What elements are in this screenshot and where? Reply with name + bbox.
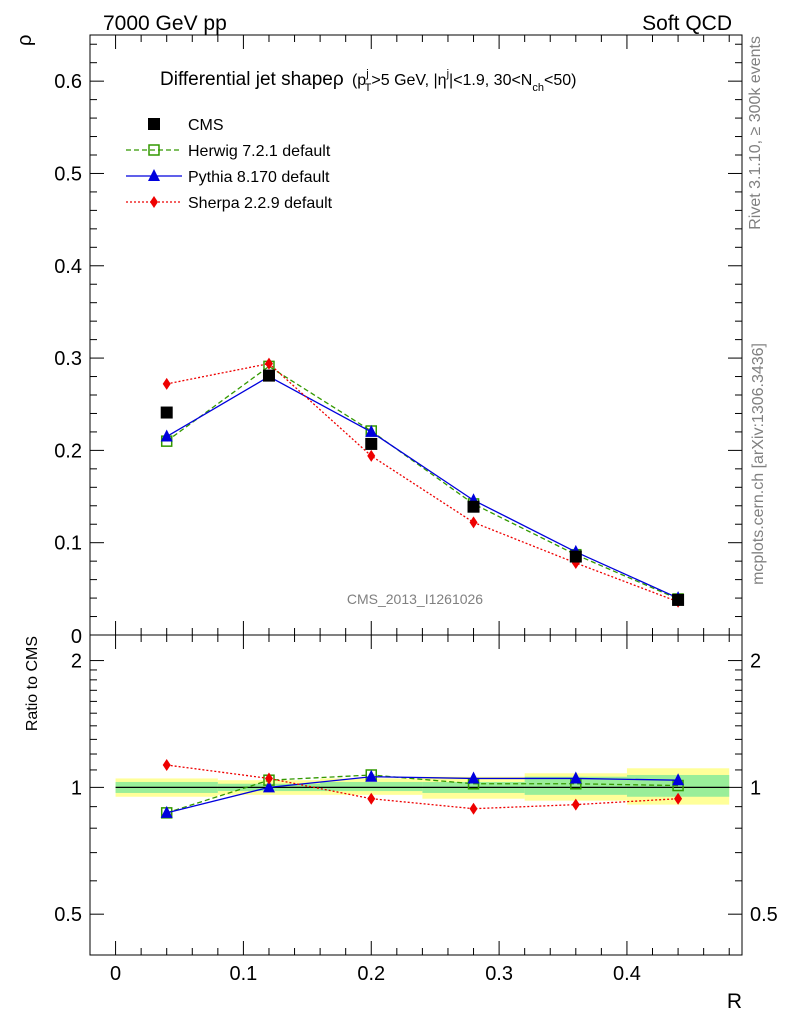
sherpa-point <box>469 516 478 529</box>
ratio-y-tick-label: 0.5 <box>54 904 82 926</box>
x-tick-label: 0.2 <box>357 963 385 985</box>
pythia-point <box>262 780 275 793</box>
y-tick-label: 0.3 <box>54 348 82 370</box>
ratio-y-tick-label-right: 0.5 <box>750 904 778 926</box>
pythia-line <box>166 375 679 599</box>
ratio-y-tick-label: 1 <box>71 777 82 799</box>
title-pt-prefix: (p <box>352 72 366 89</box>
x-tick-label: 0.4 <box>613 963 641 985</box>
pythia-point <box>569 771 582 784</box>
legend-herwig-label: Herwig 7.2.1 default <box>188 143 331 160</box>
cms-point <box>365 437 378 450</box>
legend-sherpa-label: Sherpa 2.2.9 default <box>188 195 333 212</box>
pythia-line <box>166 776 679 814</box>
ratio-panel: 0.5 0.5 1 1 2 2 0 0.1 0.2 0.3 0.4 Ratio to CMS R <box>24 634 778 1013</box>
sherpa-point <box>469 802 478 815</box>
cms-point <box>672 593 685 606</box>
y-tick-label: 0.5 <box>54 163 82 185</box>
legend-pythia-label: Pythia 8.170 default <box>188 169 330 186</box>
herwig-line <box>166 365 679 600</box>
herwig-line <box>166 774 679 814</box>
ratio-y-axis-label: Ratio to CMS <box>24 636 41 731</box>
title-pt-sup: j <box>365 68 368 80</box>
pythia-point <box>160 429 173 442</box>
title-pt-sub: T <box>365 82 372 94</box>
sherpa-point <box>162 759 171 772</box>
sherpa-point <box>264 772 273 785</box>
title-nch-cut: <50) <box>544 72 576 89</box>
pythia-point <box>672 773 685 786</box>
main-y-axis-label: ρ <box>14 35 36 46</box>
x-axis-label: R <box>727 990 742 1013</box>
y-tick-label: 0.6 <box>54 71 82 93</box>
cms-point <box>262 369 275 382</box>
sherpa-point <box>571 798 580 811</box>
title-pt-cut: >5 GeV, |η <box>371 72 446 89</box>
ratio-y-tick-label: 2 <box>71 651 82 673</box>
mcplots-label: mcplots.cern.ch [arXiv:1306.3436] <box>750 343 767 585</box>
stat-uncertainty-band <box>626 774 730 797</box>
stat-uncertainty-band <box>524 776 627 795</box>
ratio-panel-ticks: 0.5 0.5 1 1 2 2 0 0.1 0.2 0.3 0.4 <box>54 635 778 985</box>
cms-point <box>160 406 173 419</box>
sherpa-point <box>264 357 273 370</box>
stat-uncertainty-band <box>320 781 423 792</box>
main-panel-data <box>160 357 685 608</box>
x-tick-label: 0 <box>110 963 121 985</box>
y-tick-label: 0.4 <box>54 256 82 278</box>
ratio-y-tick-label-right: 1 <box>750 777 761 799</box>
x-tick-label: 0.3 <box>485 963 513 985</box>
rivet-label: Rivet 3.1.10, ≥ 300k events <box>747 36 764 230</box>
sherpa-point <box>162 377 171 390</box>
legend-pythia-marker <box>148 169 160 181</box>
main-panel-ticks: 0.1 0.2 0.3 0.4 0.5 0.6 0 <box>54 35 742 648</box>
chart-title-main: Differential jet shapeρ <box>160 69 344 90</box>
ratio-panel-frame <box>89 634 743 956</box>
legend-sherpa-marker <box>150 196 158 208</box>
sherpa-point <box>367 792 376 805</box>
chart-title: Differential jet shapeρ (pj T>5 GeV, |ηj|… <box>160 68 576 94</box>
pythia-point <box>365 424 378 437</box>
cms-point <box>467 500 480 513</box>
sherpa-line <box>166 362 679 603</box>
y-tick-label: 0.1 <box>54 533 82 555</box>
ratio-y-tick-label-right: 2 <box>750 651 761 673</box>
legend-herwig-marker <box>148 144 160 156</box>
legend: CMS Herwig 7.2.1 default Pythia 8.170 defa… <box>126 117 333 212</box>
sherpa-line <box>166 764 679 810</box>
sherpa-point <box>674 792 683 805</box>
cms-point <box>569 550 582 563</box>
pythia-point <box>160 805 173 818</box>
sherpa-point <box>367 449 376 462</box>
main-panel: 0.1 0.2 0.3 0.4 0.5 0.6 0 CMS_2013_I1261026 Di… <box>14 34 743 648</box>
analysis-watermark: CMS_2013_I1261026 <box>347 591 483 607</box>
title-eta-sup: j <box>446 68 449 80</box>
y-tick-label: 0 <box>71 626 82 648</box>
legend-cms-label: CMS <box>188 117 224 134</box>
header-left: 7000 GeV pp <box>103 12 227 35</box>
x-tick-label: 0.1 <box>230 963 258 985</box>
pythia-point <box>467 771 480 784</box>
pythia-point <box>365 769 378 782</box>
legend-cms-marker <box>148 118 160 130</box>
ratio-panel-data <box>160 759 685 819</box>
header-right: Soft QCD <box>642 12 732 35</box>
title-nch-sub: ch <box>532 82 544 94</box>
y-tick-label: 0.2 <box>54 440 82 462</box>
title-eta-cut: |<1.9, 30<N <box>449 72 532 89</box>
